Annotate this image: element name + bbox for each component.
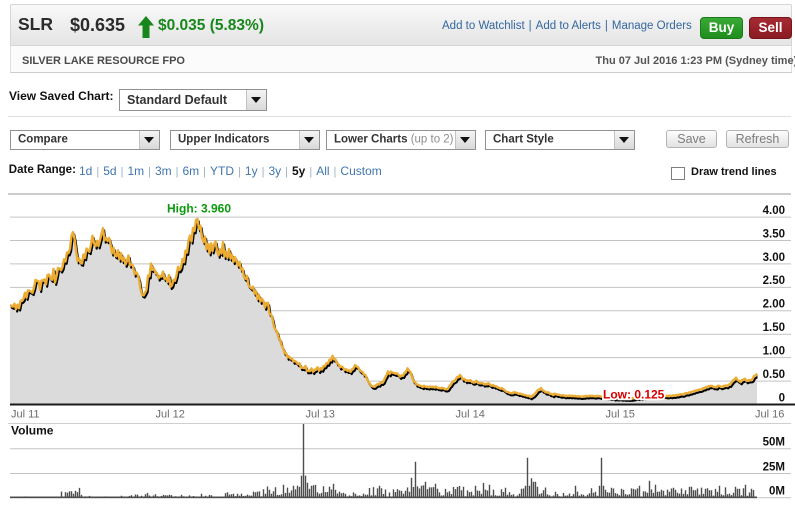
svg-text:3.50: 3.50	[763, 228, 785, 240]
svg-text:25M: 25M	[763, 461, 785, 473]
svg-text:Jul 11: Jul 11	[11, 409, 40, 421]
svg-text:Jul 14: Jul 14	[456, 409, 485, 421]
svg-text:50M: 50M	[763, 437, 785, 449]
svg-text:Jul 16: Jul 16	[755, 409, 784, 421]
svg-text:Jul 13: Jul 13	[306, 409, 335, 421]
svg-text:2.00: 2.00	[763, 299, 785, 311]
svg-text:Jul 15: Jul 15	[606, 409, 635, 421]
svg-text:4.00: 4.00	[763, 205, 785, 217]
svg-text:2.50: 2.50	[763, 275, 785, 287]
svg-text:1.00: 1.00	[763, 345, 785, 357]
svg-text:Low: 0.125: Low: 0.125	[603, 388, 665, 402]
svg-text:0: 0	[779, 392, 785, 404]
svg-text:1.50: 1.50	[763, 322, 785, 334]
svg-text:Jul 12: Jul 12	[156, 409, 185, 421]
svg-text:0.50: 0.50	[763, 369, 785, 381]
svg-text:High: 3.960: High: 3.960	[167, 202, 231, 216]
svg-text:3.00: 3.00	[763, 252, 785, 264]
svg-text:0M: 0M	[769, 486, 785, 498]
svg-text:Volume: Volume	[11, 424, 54, 438]
svg-text:Low: 0.125: Low: 0.125	[603, 388, 665, 402]
